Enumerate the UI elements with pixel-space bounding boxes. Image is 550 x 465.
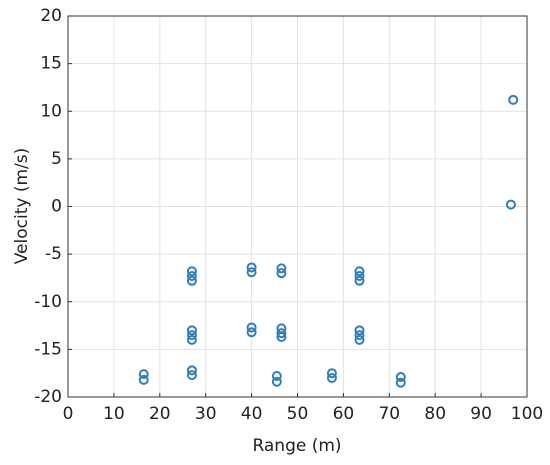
point xyxy=(354,330,365,341)
point xyxy=(246,327,257,338)
x-tick-label: 90 xyxy=(470,404,492,424)
y-axis-label: Velocity (m/s) xyxy=(12,148,32,265)
y-tick-label: -15 xyxy=(34,339,62,359)
point xyxy=(508,94,519,105)
point xyxy=(186,271,197,282)
point xyxy=(354,275,365,286)
x-tick-label: 80 xyxy=(424,404,446,424)
y-tick-label: -20 xyxy=(34,387,62,407)
point xyxy=(186,275,197,286)
x-tick-label: 20 xyxy=(149,404,171,424)
point xyxy=(354,334,365,345)
point xyxy=(395,377,406,388)
point xyxy=(186,330,197,341)
point xyxy=(276,331,287,342)
point xyxy=(138,374,149,385)
x-tick-label: 10 xyxy=(103,404,125,424)
point xyxy=(138,369,149,380)
point xyxy=(186,325,197,336)
point xyxy=(246,262,257,273)
plot-frame xyxy=(67,15,528,398)
point xyxy=(354,266,365,277)
point xyxy=(186,370,197,381)
point xyxy=(354,325,365,336)
x-tick-label: 60 xyxy=(333,404,355,424)
point xyxy=(354,271,365,282)
y-tick-label: 15 xyxy=(40,54,62,74)
x-tick-label: 70 xyxy=(378,404,400,424)
x-axis-label: Range (m) xyxy=(252,436,341,456)
x-tick-label: 0 xyxy=(63,404,74,424)
y-tick-label: 0 xyxy=(51,197,62,217)
point xyxy=(246,267,257,278)
point xyxy=(271,371,282,382)
point xyxy=(326,372,337,383)
point xyxy=(326,368,337,379)
point xyxy=(271,376,282,387)
point xyxy=(276,263,287,274)
point xyxy=(276,328,287,339)
x-tick-label: 50 xyxy=(287,404,309,424)
y-tick-label: -10 xyxy=(34,292,62,312)
y-tick-label: 20 xyxy=(40,6,62,26)
point xyxy=(186,334,197,345)
point xyxy=(505,199,516,210)
x-tick-label: 30 xyxy=(195,404,217,424)
y-tick-label: 5 xyxy=(51,149,62,169)
y-tick-label: -5 xyxy=(45,244,62,264)
point xyxy=(186,266,197,277)
x-tick-label: 100 xyxy=(511,404,543,424)
y-tick-label: 10 xyxy=(40,101,62,121)
point xyxy=(246,322,257,333)
x-tick-label: 40 xyxy=(241,404,263,424)
point xyxy=(186,365,197,376)
point xyxy=(276,268,287,279)
point xyxy=(395,371,406,382)
